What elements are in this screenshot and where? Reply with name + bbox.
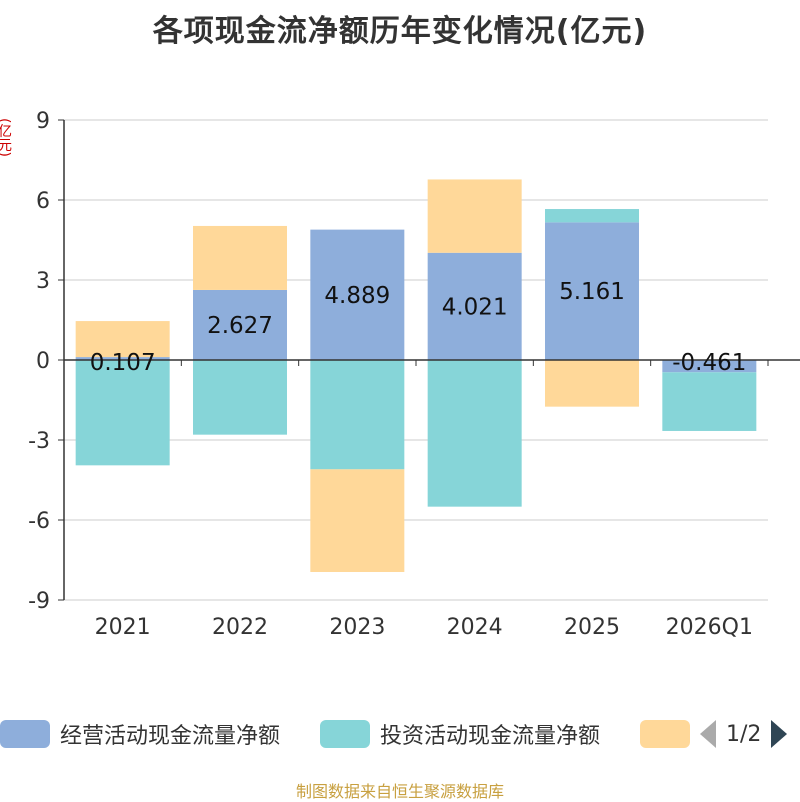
legend: 经营活动现金流量净额 投资活动现金流量净额 [0, 716, 800, 756]
x-tick-label: 2023 [329, 615, 385, 640]
chart-title: 各项现金流净额历年变化情况(亿元) [152, 14, 648, 49]
legend-label-investing: 投资活动现金流量净额 [380, 724, 601, 749]
bar-series0-2022[interactable] [193, 289, 287, 360]
stacked-bar-chart: -9 -6 -3 0 3 6 9 2021 2022 2023 2024 2025 2026Q1 0.1… [28, 109, 800, 640]
x-tick-label: 2025 [564, 615, 620, 640]
bar-series0-2026Q1[interactable] [662, 360, 757, 373]
bar-series0-2021[interactable] [75, 357, 170, 360]
x-tick-label: 2022 [212, 615, 268, 640]
bar-series2-2021[interactable] [75, 321, 170, 358]
bar-series1-2023[interactable] [310, 360, 405, 470]
legend-swatch-third [640, 720, 690, 748]
bar-series1-2021[interactable] [75, 360, 170, 466]
bar-series0-2025[interactable] [545, 222, 639, 360]
y-tick-label: 9 [36, 109, 50, 134]
bar-series1-2025[interactable] [545, 209, 639, 223]
legend-page-indicator: 1/2 [726, 721, 762, 747]
legend-swatch-investing [320, 720, 370, 748]
x-tick-label: 2024 [447, 615, 503, 640]
y-tick-label: -9 [28, 589, 50, 614]
y-tick-label: -6 [28, 509, 50, 534]
y-axis-label: (亿元) [0, 118, 12, 157]
bar-series1-2022[interactable] [193, 360, 287, 435]
y-tick-label: -3 [28, 429, 50, 454]
data-label: -0.461 [672, 350, 746, 376]
y-tick-label: 3 [36, 269, 50, 294]
legend-prev-arrow-icon[interactable] [700, 720, 716, 748]
y-tick-label: 6 [36, 189, 50, 214]
data-label: 0.107 [90, 350, 156, 376]
y-tick-label: 0 [36, 349, 50, 374]
data-label: 4.021 [442, 294, 508, 320]
legend-item-investing[interactable]: 投资活动现金流量净额 [320, 716, 600, 752]
bar-series1-2026Q1[interactable] [662, 372, 757, 431]
source-note: 制图数据来自恒生聚源数据库 [295, 782, 504, 801]
x-tick-label: 2026Q1 [666, 615, 753, 640]
legend-item-operating[interactable]: 经营活动现金流量净额 [0, 716, 280, 752]
data-label: 4.889 [324, 283, 390, 309]
data-label: 5.161 [559, 279, 625, 305]
bar-series2-2025[interactable] [545, 360, 639, 407]
bar-series0-2023[interactable] [310, 229, 405, 360]
legend-pager: 1/2 [700, 718, 788, 750]
legend-label-operating: 经营活动现金流量净额 [60, 724, 281, 749]
bar-series2-2024[interactable] [427, 179, 522, 253]
legend-item-third[interactable] [640, 716, 690, 752]
bar-series0-2024[interactable] [427, 252, 522, 360]
bar-series2-2022[interactable] [193, 225, 287, 290]
bar-series2-2023[interactable] [310, 469, 405, 572]
x-tick-label: 2021 [95, 615, 151, 640]
bar-series1-2024[interactable] [427, 360, 522, 507]
data-label: 2.627 [207, 313, 273, 339]
legend-swatch-operating [0, 720, 50, 748]
legend-next-arrow-icon[interactable] [771, 720, 788, 748]
